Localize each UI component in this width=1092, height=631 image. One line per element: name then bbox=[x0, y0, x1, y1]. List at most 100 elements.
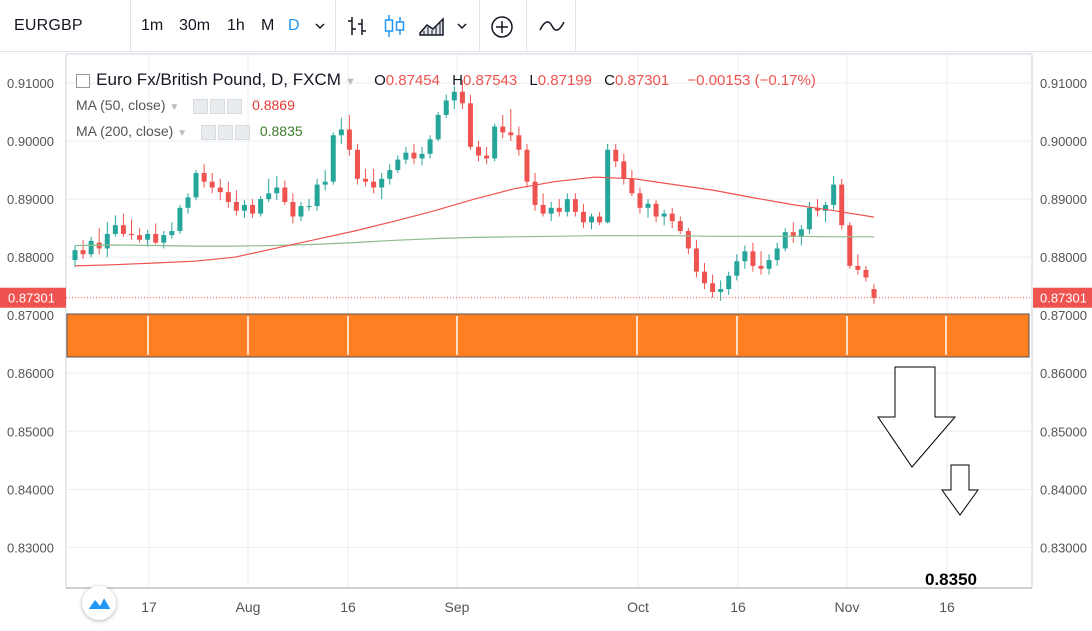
low-label: L bbox=[529, 72, 538, 89]
candle-body bbox=[137, 235, 143, 240]
target-price-label: 0.8350 bbox=[925, 570, 977, 589]
interval-30m-button[interactable]: 30m bbox=[179, 17, 211, 34]
down-arrow-icon bbox=[877, 366, 957, 468]
chevron-down-icon[interactable] bbox=[456, 20, 468, 32]
time-tick-label: Nov bbox=[835, 599, 860, 615]
chevron-down-icon[interactable]: ▼ bbox=[345, 76, 356, 88]
chevron-down-icon[interactable]: ▼ bbox=[177, 128, 188, 139]
candle-body bbox=[556, 207, 562, 212]
down-arrow-icon bbox=[941, 464, 979, 516]
close-value: 0.87301 bbox=[615, 72, 670, 89]
candle-body bbox=[290, 202, 296, 217]
time-tick-label: 17 bbox=[141, 599, 157, 615]
price-tick-label: 0.84000 bbox=[1040, 482, 1087, 497]
candle-body bbox=[314, 184, 320, 207]
candle-body bbox=[306, 206, 312, 208]
candle-body bbox=[387, 170, 393, 179]
candle-body bbox=[613, 149, 619, 162]
interval-m-button[interactable]: M bbox=[261, 17, 275, 34]
change-value: −0.00153 (−0.17%) bbox=[687, 72, 816, 89]
candle-body bbox=[637, 193, 643, 208]
price-chart[interactable]: 0.91000 0.91000 0.90000 0.90000 0.89000 0.890… bbox=[0, 52, 1092, 626]
symbol-search-button[interactable]: EURGBP bbox=[14, 17, 83, 34]
close-label: C bbox=[604, 72, 616, 89]
ma50-legend: MA (50, close) ▼ 0.8869 bbox=[76, 97, 295, 114]
price-tick-label: 0.89000 bbox=[1040, 192, 1087, 207]
candle-body bbox=[330, 135, 336, 182]
plus-circle-icon[interactable] bbox=[489, 14, 515, 40]
candle-body bbox=[653, 203, 659, 217]
collapse-icon[interactable] bbox=[76, 74, 90, 89]
candle-body bbox=[548, 207, 554, 214]
price-tick-label: 0.84000 bbox=[7, 482, 54, 497]
price-tick-label: 0.91000 bbox=[7, 76, 54, 91]
open-value: 0.87454 bbox=[385, 72, 440, 89]
candle-body bbox=[710, 283, 716, 292]
high-label: H bbox=[452, 72, 464, 89]
candle-body bbox=[572, 199, 578, 212]
candle-body bbox=[128, 233, 134, 236]
candle-body bbox=[863, 269, 869, 278]
ma50-label: MA (50, close) bbox=[76, 97, 166, 113]
candle-body bbox=[371, 181, 377, 188]
legend-title: Euro Fx/British Pound, D, FXCM bbox=[96, 70, 341, 89]
time-tick-label: Oct bbox=[627, 599, 649, 615]
candle-body bbox=[685, 231, 691, 249]
ma200-line bbox=[74, 235, 874, 247]
gear-icon[interactable] bbox=[210, 98, 226, 114]
candle-body bbox=[169, 231, 175, 236]
candle-body bbox=[847, 225, 853, 266]
close-icon[interactable] bbox=[234, 124, 250, 140]
eye-icon[interactable] bbox=[200, 124, 216, 140]
bars-icon[interactable] bbox=[346, 15, 370, 37]
candle-body bbox=[225, 192, 231, 203]
indicators-icon[interactable] bbox=[538, 16, 566, 36]
candle-body bbox=[790, 232, 796, 237]
price-tick-label: 0.83000 bbox=[7, 540, 54, 555]
price-tick-label: 0.83000 bbox=[1040, 540, 1087, 555]
gear-icon[interactable] bbox=[217, 124, 233, 140]
candle-body bbox=[629, 178, 635, 194]
candle-body bbox=[589, 216, 595, 223]
high-value: 0.87543 bbox=[463, 72, 518, 89]
candle-body bbox=[484, 155, 490, 159]
candle-body bbox=[72, 250, 78, 261]
price-tick-label: 0.88000 bbox=[1040, 250, 1087, 265]
candle-body bbox=[798, 229, 804, 237]
chart-area[interactable]: 0.91000 0.91000 0.90000 0.90000 0.89000 0.890… bbox=[0, 52, 1092, 626]
candle-body bbox=[758, 265, 764, 269]
candle-body bbox=[508, 132, 514, 136]
candle-body bbox=[88, 240, 94, 255]
candle-body bbox=[282, 187, 288, 203]
ma200-legend: MA (200, close) ▼ 0.8835 bbox=[76, 123, 303, 140]
candle-body bbox=[338, 129, 344, 136]
candle-body bbox=[831, 184, 837, 205]
interval-1h-button[interactable]: 1h bbox=[227, 17, 245, 34]
candle-body bbox=[120, 225, 126, 234]
tradingview-logo-icon[interactable] bbox=[82, 586, 116, 620]
candle-body bbox=[217, 187, 223, 193]
eye-icon[interactable] bbox=[193, 98, 209, 114]
close-icon[interactable] bbox=[227, 98, 243, 114]
candle-body bbox=[459, 91, 465, 104]
candle-body bbox=[693, 248, 699, 272]
candle-body bbox=[580, 211, 586, 223]
candles-icon[interactable] bbox=[382, 13, 408, 39]
candle-body bbox=[823, 204, 829, 211]
candle-body bbox=[395, 159, 401, 171]
interval-d-button[interactable]: D bbox=[288, 17, 300, 34]
candle-body bbox=[645, 203, 651, 208]
price-tick-label: 0.87000 bbox=[7, 308, 54, 323]
price-tick-label: 0.88000 bbox=[7, 250, 54, 265]
interval-1m-button[interactable]: 1m bbox=[141, 17, 164, 34]
candle-body bbox=[815, 207, 821, 211]
area-chart-icon[interactable] bbox=[418, 15, 446, 37]
chevron-down-icon[interactable] bbox=[314, 20, 326, 32]
price-tick-label: 0.90000 bbox=[1040, 134, 1087, 149]
candle-body bbox=[201, 172, 207, 182]
chevron-down-icon[interactable]: ▼ bbox=[169, 102, 180, 113]
candle-body bbox=[532, 181, 538, 205]
price-tick-label: 0.91000 bbox=[1040, 76, 1087, 91]
toolbar-divider bbox=[335, 0, 336, 52]
candle-body bbox=[112, 225, 118, 234]
